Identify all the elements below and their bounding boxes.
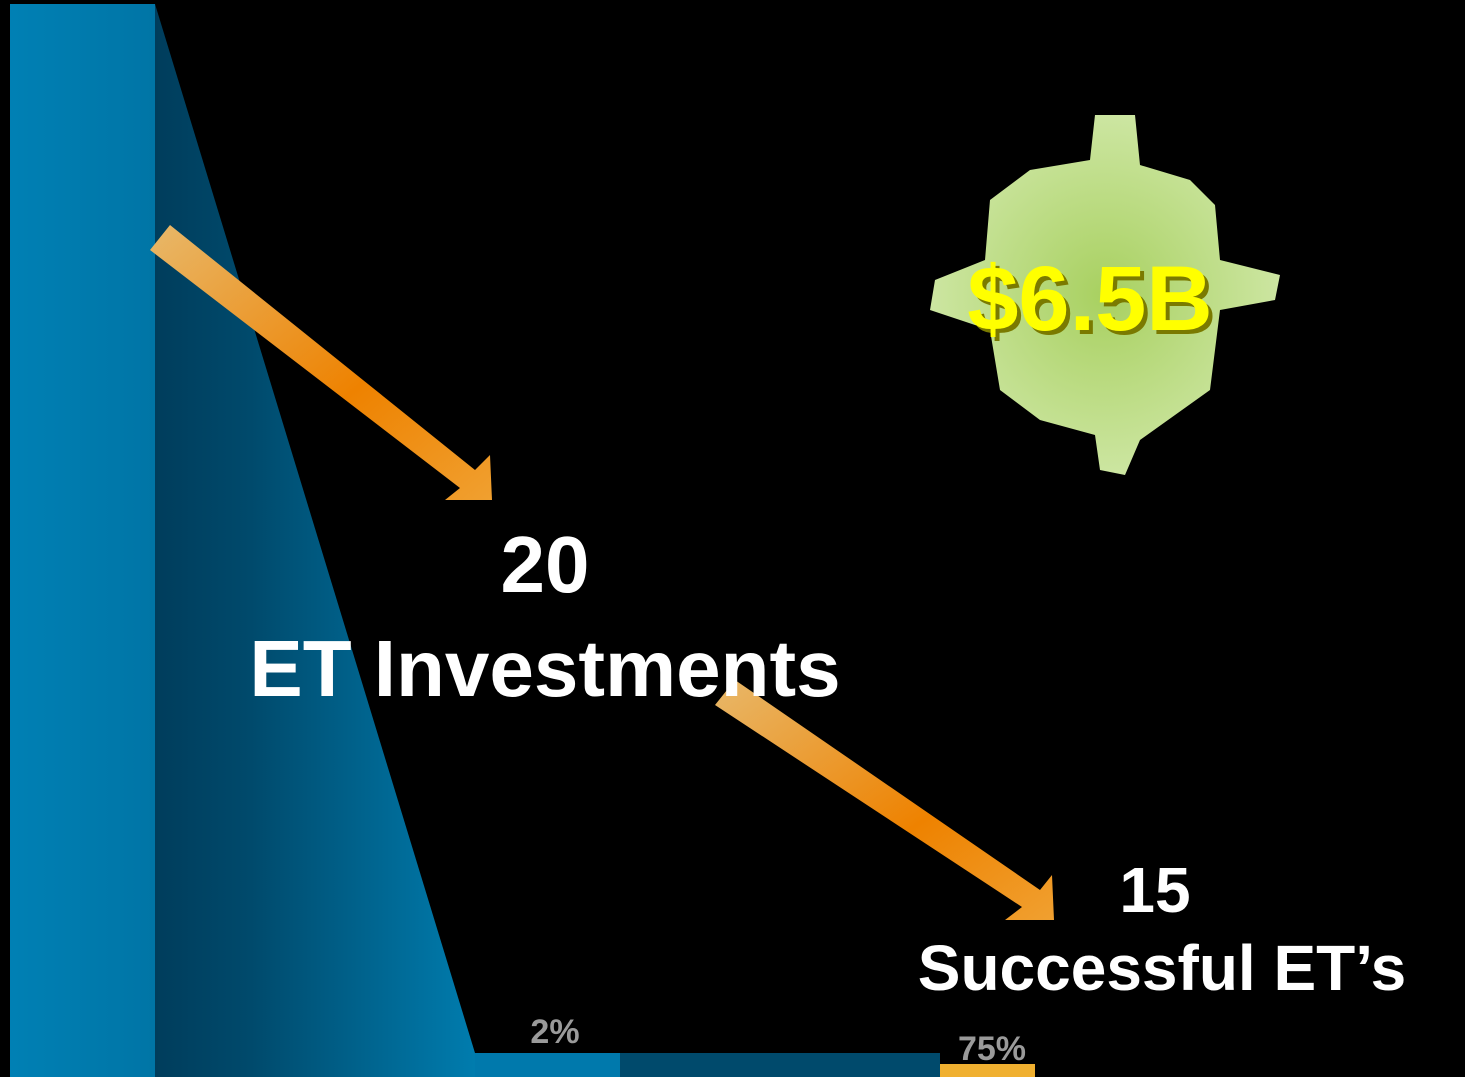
arrow (715, 680, 1054, 920)
stage-label: Successful ET’s (918, 932, 1407, 1004)
stage-rate: 2% (530, 1013, 579, 1051)
funnel-strip (620, 1053, 940, 1077)
funnel-slope (155, 4, 475, 1077)
stage-label: ET Investments (249, 624, 840, 713)
arrow (150, 225, 492, 500)
third-bar (940, 1064, 1035, 1077)
second-bar (475, 1053, 620, 1077)
amount: $6.5B (967, 248, 1213, 350)
stage-count: 15 (1119, 854, 1190, 926)
money-blob (930, 115, 1280, 475)
first-bar (10, 4, 155, 1077)
stage-count: 20 (501, 520, 590, 609)
amount-shadow: $6.5B (971, 252, 1217, 354)
stage-rate: 75% (958, 1030, 1026, 1068)
